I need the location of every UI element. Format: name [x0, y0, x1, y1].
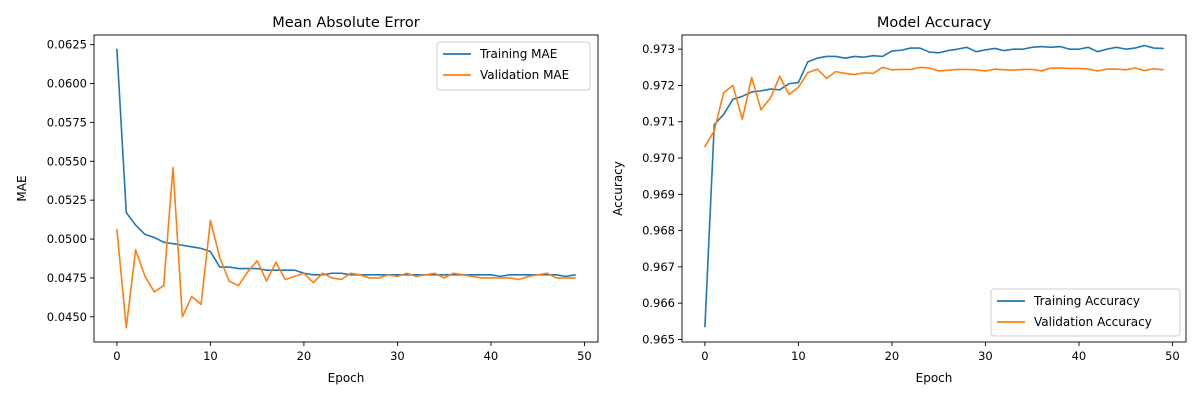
legend-box: [436, 41, 591, 91]
y-tick-label: 0.0600: [47, 77, 87, 91]
x-tick-label: 0: [701, 349, 708, 363]
legend-label-1: Training Accuracy: [1033, 294, 1140, 308]
chart-title: Mean Absolute Error: [272, 15, 419, 31]
y-tick-label: 0.966: [642, 296, 675, 310]
x-tick-label: 10: [203, 349, 218, 363]
x-tick-label: 40: [1072, 349, 1087, 363]
y-tick-label: 0.973: [642, 42, 675, 56]
x-tick-label: 50: [1165, 349, 1180, 363]
x-axis-label: Epoch: [328, 371, 365, 385]
axes-frame: [681, 34, 1187, 343]
y-tick-label: 0.965: [642, 332, 675, 346]
x-tick-label: 10: [791, 349, 806, 363]
axes-frame: [93, 34, 599, 343]
x-tick-label: 40: [484, 349, 499, 363]
series-line-2: [704, 66, 1164, 148]
y-tick-label: 0.971: [642, 115, 675, 129]
x-axis-label: Epoch: [916, 371, 953, 385]
legend: Training MAE Validation MAE: [436, 41, 591, 91]
legend-label-1: Training MAE: [479, 47, 557, 61]
x-tick-label: 20: [297, 349, 312, 363]
series-line-2: [116, 166, 576, 329]
y-tick-label: 0.969: [642, 187, 675, 201]
x-tick-label: 0: [113, 349, 120, 363]
legend-label-2: Validation Accuracy: [1034, 315, 1152, 329]
y-tick-label: 0.970: [642, 151, 675, 165]
series-line-1: [116, 48, 576, 278]
x-tick-label: 20: [885, 349, 900, 363]
y-tick-label: 0.972: [642, 78, 675, 92]
legend: Training Accuracy Validation Accuracy: [990, 288, 1181, 337]
x-tick-label: 50: [577, 349, 592, 363]
y-axis-label: MAE: [15, 175, 29, 201]
x-tick-label: 30: [978, 349, 993, 363]
y-tick-label: 0.967: [642, 260, 675, 274]
y-tick-label: 0.0550: [47, 154, 87, 168]
y-tick-label: 0.968: [642, 224, 675, 238]
legend-label-2: Validation MAE: [480, 68, 569, 82]
chart-title: Model Accuracy: [877, 15, 992, 31]
y-tick-label: 0.0475: [47, 271, 87, 285]
x-tick-label: 30: [390, 349, 405, 363]
y-axis-label: Accuracy: [611, 161, 625, 216]
y-tick-label: 0.0525: [47, 193, 87, 207]
y-tick-label: 0.0575: [47, 115, 87, 129]
chart-panel-2: 0 10 20 30 40 50 0.965 0.966 0.967 0.968 0.969 0.97…: [611, 15, 1187, 385]
chart-panel-1: 0 10 20 30 40 50 0.0450 0.0475 0.0500 0.0525 0.055…: [15, 15, 599, 385]
legend-box: [990, 288, 1181, 337]
series-line-1: [704, 44, 1164, 328]
y-tick-label: 0.0625: [47, 38, 87, 52]
y-tick-label: 0.0450: [47, 310, 87, 324]
y-tick-label: 0.0500: [47, 232, 87, 246]
